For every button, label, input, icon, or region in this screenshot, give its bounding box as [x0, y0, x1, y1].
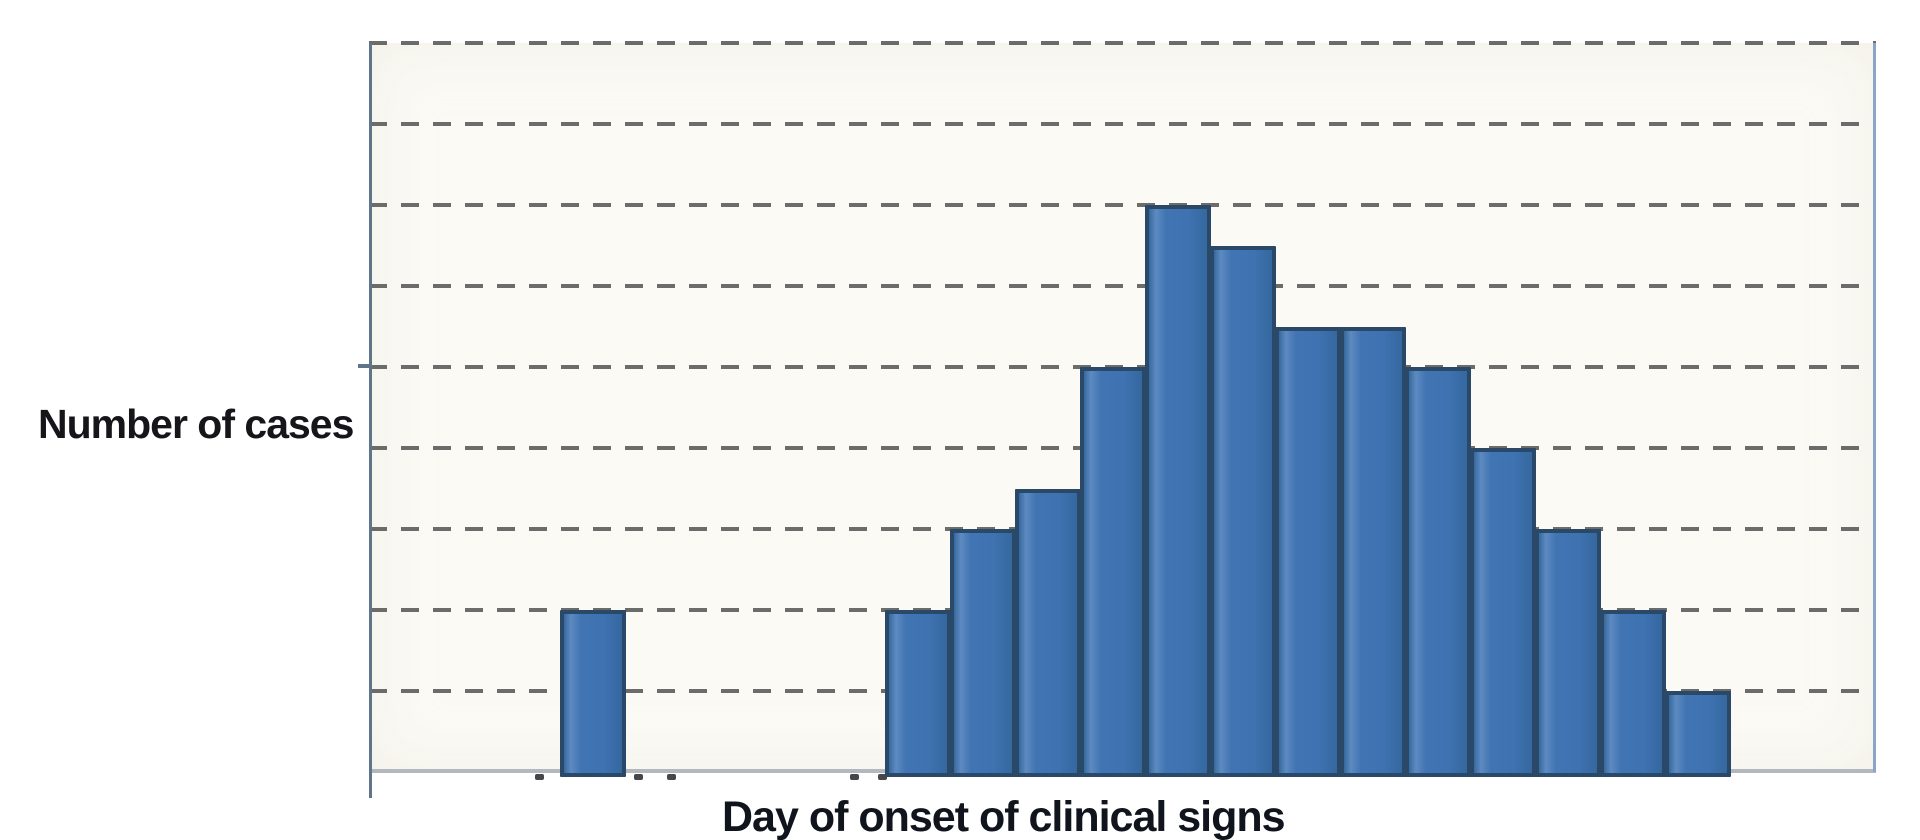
bar-day-12 [1080, 367, 1146, 777]
bar-day-21 [1665, 691, 1731, 777]
bar-day-19 [1535, 529, 1601, 777]
bar-day-4 [560, 610, 626, 777]
y-axis-label: Number of cases [38, 401, 354, 447]
bar-day-16 [1340, 326, 1406, 777]
x-axis-remnant-mark-3 [850, 774, 859, 780]
bar-day-17 [1405, 367, 1471, 777]
h-gridline-9 [369, 41, 1876, 45]
x-axis-label: Day of onset of clinical signs [722, 793, 1286, 840]
bar-day-10 [950, 529, 1016, 777]
bar-day-18 [1470, 448, 1536, 777]
y-axis-tick-0 [358, 364, 371, 368]
h-gridline-7 [369, 203, 1876, 207]
x-axis-remnant-mark-0 [535, 774, 544, 780]
bar-day-9 [885, 610, 951, 777]
bar-day-11 [1015, 488, 1081, 777]
bar-day-13 [1145, 205, 1211, 777]
x-axis-remnant-mark-2 [667, 774, 676, 780]
h-gridline-8 [369, 122, 1876, 126]
y-axis-line [369, 43, 372, 798]
h-gridline-6 [369, 284, 1876, 288]
x-axis-remnant-mark-1 [634, 774, 643, 780]
plot-right-border [1873, 43, 1876, 772]
bar-day-20 [1600, 610, 1666, 777]
bar-day-15 [1275, 326, 1341, 777]
bar-day-14 [1210, 245, 1276, 777]
x-axis-remnant-mark-4 [878, 774, 887, 780]
